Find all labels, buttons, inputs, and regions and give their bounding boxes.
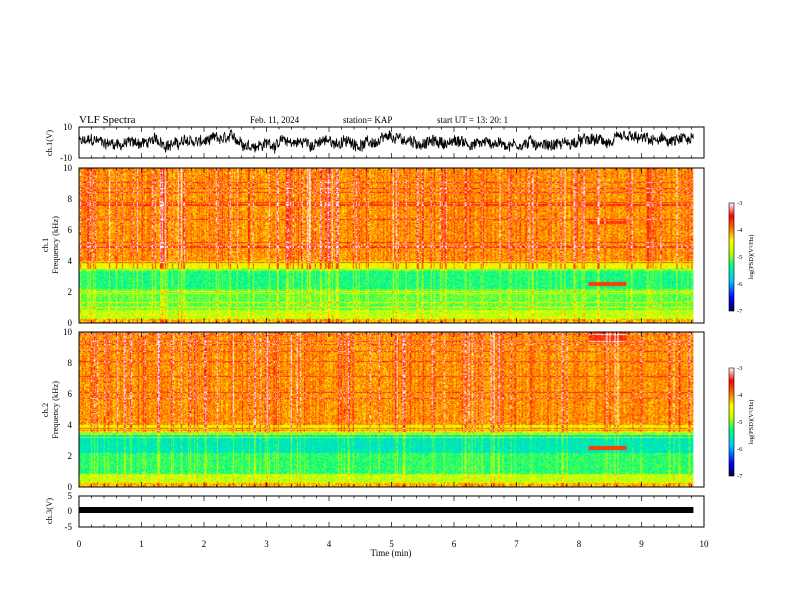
ch1-waveform-panel: 10 -10 ch.1(V) <box>44 122 705 163</box>
ch1-ytick-0: 0 <box>68 318 73 328</box>
colorbar-1-gradient <box>729 203 734 311</box>
ch1-frequency-ylabel: Frequency (kHz) <box>50 216 60 274</box>
colorbar-1-tick-m7: -7 <box>737 308 743 315</box>
ch3-ytick-0: 0 <box>68 506 73 516</box>
ch1-ytick-6: 6 <box>68 225 73 235</box>
ch3-waveform-ylabel: ch.3(V) <box>44 498 54 524</box>
ch3-waveform-ticks <box>78 496 705 527</box>
ch1-ytick-8: 8 <box>68 194 73 204</box>
x-tick-label: 6 <box>452 539 457 549</box>
station-label: station= KAP <box>343 115 392 125</box>
ch1-spectrogram-ylabel: ch.1 <box>40 238 50 252</box>
ch3-ytick-5: 5 <box>68 491 73 501</box>
ch1-ytick-top: 10 <box>63 122 73 132</box>
colorbar-2: -3 -4 -5 -6 -7 log(PSD)(V²/Hz) <box>728 365 755 480</box>
colorbar-2-frame <box>728 367 735 477</box>
colorbar-1-tick-m6: -6 <box>737 281 743 288</box>
ch2-ytick-4: 4 <box>68 420 73 430</box>
x-tick-label: 3 <box>264 539 269 549</box>
ch2-ytick-2: 2 <box>68 451 73 461</box>
start-time-label: start UT = 13: 20: 1 <box>437 115 508 125</box>
ch1-waveform-ylabel: ch.1(V) <box>44 130 54 156</box>
x-tick-label: 9 <box>639 539 644 549</box>
ch2-ytick-0: 0 <box>68 482 73 492</box>
x-tick-label: 10 <box>700 539 710 549</box>
ch2-spectrogram-yticks: 0 2 4 6 8 10 <box>63 327 73 492</box>
time-axis-title: Time (min) <box>371 548 412 558</box>
colorbar-2-tick-m4: -4 <box>737 392 743 399</box>
ch1-spectrogram-panel: 0 2 4 6 8 10 ch.1 Frequency (kHz) -3 -4 … <box>40 163 755 328</box>
ch2-spectrogram-image <box>79 332 694 487</box>
colorbar-2-tick-m5: -5 <box>737 419 742 426</box>
figure-title: VLF Spectra <box>79 114 136 126</box>
colorbar-2-tick-m7: -7 <box>737 473 743 480</box>
ch2-spectrogram-ylabel: ch.2 <box>40 403 50 417</box>
colorbar-1-tick-m4: -4 <box>737 227 743 234</box>
colorbar-1-label: log(PSD)(V²/Hz) <box>748 235 755 280</box>
ch1-ytick-10: 10 <box>63 163 73 173</box>
colorbar-1-tick-m5: -5 <box>737 254 742 261</box>
x-tick-label: 8 <box>577 539 582 549</box>
ch1-spectrogram-ticks <box>78 168 705 323</box>
x-tick-label: 0 <box>77 539 82 549</box>
ch2-ytick-10: 10 <box>63 327 73 337</box>
ch2-spectrogram-ticks <box>78 332 705 487</box>
x-tick-label: 5 <box>389 539 394 549</box>
x-tick-label: 7 <box>514 539 519 549</box>
colorbar-1: -3 -4 -5 -6 -7 log(PSD)(V²/Hz) <box>728 200 755 315</box>
ch3-ytick-m5: -5 <box>65 522 73 532</box>
ch1-ytick-2: 2 <box>68 287 73 297</box>
ch2-frequency-ylabel: Frequency (kHz) <box>50 381 60 439</box>
time-axis-labels: 0 1 2 3 4 5 6 7 8 9 10 <box>77 539 709 549</box>
x-tick-label: 1 <box>139 539 144 549</box>
ch3-waveform-panel: 5 0 -5 ch.3(V) <box>44 491 705 532</box>
x-tick-label: 2 <box>202 539 207 549</box>
ch2-spectrogram-panel: 0 2 4 6 8 10 ch.2 Frequency (kHz) -3 -4 … <box>40 327 755 492</box>
colorbar-2-gradient <box>729 368 734 476</box>
ch3-waveform-line <box>79 507 694 513</box>
ch2-ytick-8: 8 <box>68 358 73 368</box>
ch1-waveform-ticks <box>78 127 705 158</box>
x-tick-label: 4 <box>327 539 332 549</box>
colorbar-2-tick-m6: -6 <box>737 446 743 453</box>
colorbar-1-frame <box>728 202 735 312</box>
ch1-ytick-4: 4 <box>68 256 73 266</box>
date-label: Feb. 11, 2024 <box>250 115 300 125</box>
colorbar-2-label: log(PSD)(V²/Hz) <box>748 400 755 445</box>
ch1-spectrogram-image <box>79 168 694 323</box>
ch1-spectrogram-yticks: 0 2 4 6 8 10 <box>63 163 73 328</box>
ch2-ytick-6: 6 <box>68 389 73 399</box>
ch1-ytick-bottom: -10 <box>60 153 72 163</box>
colorbar-1-tick-m3: -3 <box>737 200 742 207</box>
colorbar-2-tick-m3: -3 <box>737 365 742 372</box>
ch1-waveform-line <box>78 129 694 154</box>
